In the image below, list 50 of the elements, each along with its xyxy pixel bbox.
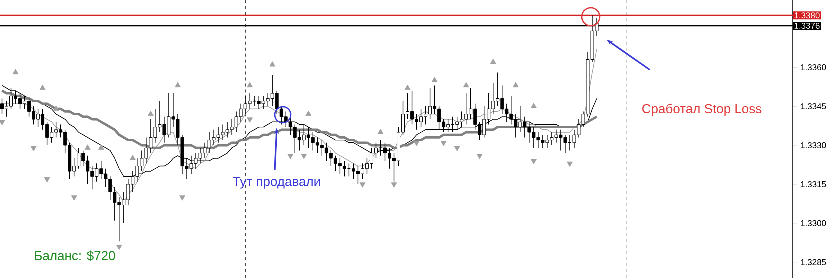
candlestick bbox=[378, 140, 383, 156]
point bbox=[360, 182, 366, 188]
point bbox=[71, 196, 78, 201]
y-tick-label: 1.3285 bbox=[801, 259, 826, 266]
ref-line-label: 1.3380 bbox=[794, 12, 820, 19]
point bbox=[84, 144, 91, 150]
point bbox=[490, 58, 496, 64]
point bbox=[247, 118, 254, 123]
point bbox=[454, 146, 460, 152]
candlestick bbox=[347, 163, 352, 178]
point bbox=[530, 159, 537, 164]
ref-line-label: 1.3376 bbox=[794, 22, 820, 29]
point bbox=[288, 154, 294, 160]
point bbox=[391, 182, 398, 188]
point bbox=[404, 84, 411, 90]
candlestick bbox=[456, 116, 460, 130]
point bbox=[44, 177, 50, 183]
point bbox=[130, 155, 136, 160]
annotation: Сработал Stop Loss bbox=[642, 104, 762, 116]
point bbox=[512, 82, 519, 88]
point bbox=[98, 144, 104, 150]
point bbox=[567, 162, 573, 168]
point bbox=[53, 106, 60, 111]
annotation: Тут продавали bbox=[233, 177, 320, 189]
point bbox=[247, 82, 254, 88]
point bbox=[440, 141, 447, 146]
point bbox=[116, 245, 122, 250]
y-tick-label: 1.3330 bbox=[801, 142, 826, 148]
point bbox=[306, 110, 312, 116]
point bbox=[40, 84, 46, 90]
point bbox=[530, 103, 537, 108]
point bbox=[30, 146, 37, 152]
point bbox=[301, 154, 308, 160]
point bbox=[175, 82, 181, 88]
point bbox=[463, 82, 470, 88]
y-tick-label: 1.3300 bbox=[801, 220, 826, 226]
candlestick bbox=[342, 160, 346, 178]
point bbox=[180, 196, 186, 201]
point bbox=[476, 154, 483, 160]
y-tick-label: 1.3360 bbox=[801, 64, 826, 71]
y-tick-label: 1.3345 bbox=[801, 104, 826, 110]
point bbox=[12, 69, 19, 75]
y-tick-label: 1.3315 bbox=[801, 181, 826, 188]
point bbox=[378, 129, 384, 134]
point bbox=[270, 62, 276, 67]
point bbox=[414, 141, 420, 146]
point bbox=[0, 120, 6, 126]
annotation: Баланс: $720 bbox=[35, 250, 116, 262]
point bbox=[432, 77, 438, 82]
point bbox=[148, 110, 154, 116]
